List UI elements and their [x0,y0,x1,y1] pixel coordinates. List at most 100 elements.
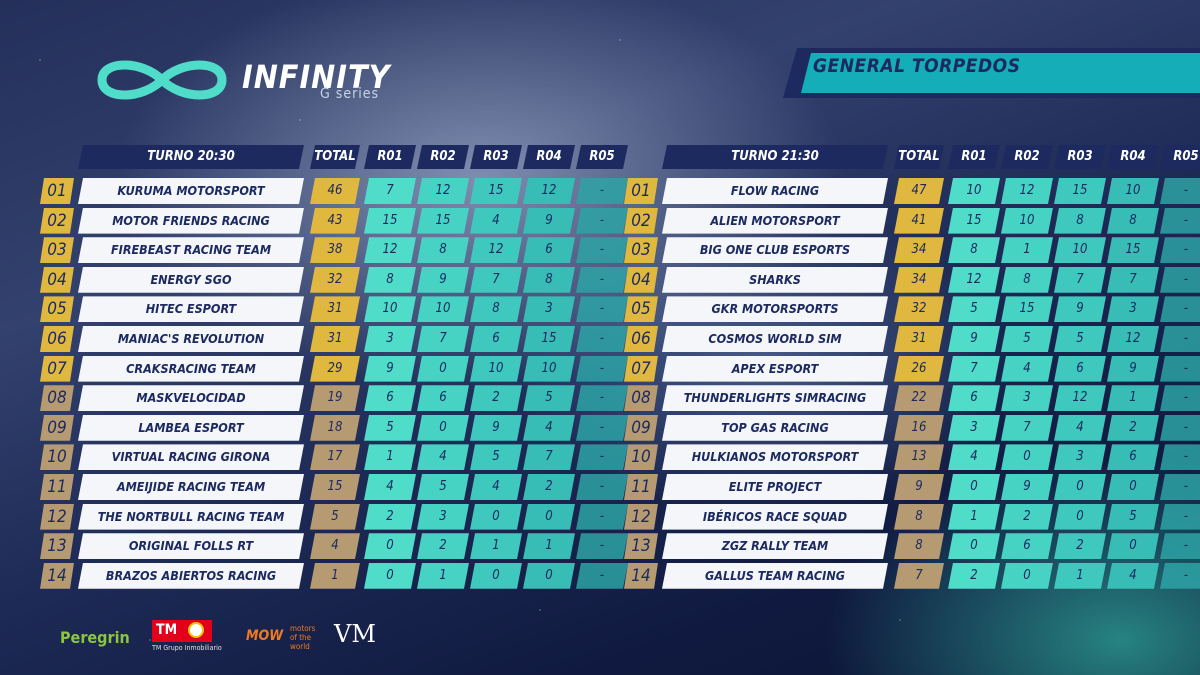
team-name: MASKVELOCIDAD [78,385,304,411]
round-points-r05: - [576,178,628,204]
round-points-r03: 4 [470,208,522,234]
round-points-r01: 4 [364,474,416,500]
round-points-r01: 9 [948,326,1000,352]
round-points-r03: 4 [470,474,522,500]
infinity-logo: INFINITY G series [92,56,392,106]
header-session: TURNO 21:30 [662,145,888,169]
round-points-r03: 5 [470,444,522,470]
position-badge: 08 [624,385,658,411]
round-points-r02: 1 [417,563,469,589]
header-total: TOTAL [894,145,944,169]
round-points-r03: 15 [470,178,522,204]
round-points-r05: - [576,504,628,530]
round-points-r02: 12 [1001,178,1053,204]
total-points: 16 [894,415,944,441]
position-badge: 12 [40,504,74,530]
team-name: MOTOR FRIENDS RACING [78,208,304,234]
round-points-r03: 15 [1054,178,1106,204]
position-badge: 08 [40,385,74,411]
header-r04: R04 [1107,145,1159,169]
round-points-r05: - [576,563,628,589]
sponsor-tm-dot-icon [188,622,204,638]
round-points-r04: 15 [1107,237,1159,263]
round-points-r02: 0 [417,356,469,382]
total-points: 9 [894,474,944,500]
round-points-r03: 3 [1054,444,1106,470]
total-points: 26 [894,356,944,382]
round-points-r05: - [1160,444,1200,470]
round-points-r02: 3 [417,504,469,530]
round-points-r01: 0 [948,474,1000,500]
position-badge: 01 [624,178,658,204]
team-name: IBÉRICOS RACE SQUAD [662,504,888,530]
header-r04: R04 [523,145,575,169]
total-points: 22 [894,385,944,411]
team-name: AMEIJIDE RACING TEAM [78,474,304,500]
round-points-r04: 0 [1107,533,1159,559]
round-points-r03: 0 [1054,504,1106,530]
team-name: SHARKS [662,267,888,293]
round-points-r04: 0 [1107,474,1159,500]
team-name: ALIEN MOTORSPORT [662,208,888,234]
round-points-r03: 9 [470,415,522,441]
position-badge: 06 [40,326,74,352]
round-points-r05: - [1160,237,1200,263]
round-points-r04: 12 [1107,326,1159,352]
round-points-r05: - [1160,208,1200,234]
position-badge: 12 [624,504,658,530]
position-badge: 11 [624,474,658,500]
team-name: MANIAC'S REVOLUTION [78,326,304,352]
round-points-r01: 5 [364,415,416,441]
round-points-r03: 10 [470,356,522,382]
total-points: 1 [310,563,360,589]
round-points-r05: - [576,267,628,293]
team-name: FLOW RACING [662,178,888,204]
round-points-r01: 3 [948,415,1000,441]
round-points-r05: - [1160,474,1200,500]
sponsor-tm-subtitle: TM Grupo Inmobiliario [152,644,222,652]
round-points-r05: - [1160,504,1200,530]
round-points-r04: 6 [1107,444,1159,470]
round-points-r02: 0 [1001,444,1053,470]
round-points-r03: 8 [1054,208,1106,234]
position-badge: 09 [624,415,658,441]
round-points-r02: 10 [1001,208,1053,234]
round-points-r02: 9 [417,267,469,293]
round-points-r01: 4 [948,444,1000,470]
round-points-r01: 6 [364,385,416,411]
header-r03: R03 [1054,145,1106,169]
round-points-r02: 7 [1001,415,1053,441]
round-points-r03: 12 [1054,385,1106,411]
round-points-r02: 6 [417,385,469,411]
round-points-r05: - [576,237,628,263]
round-points-r05: - [1160,385,1200,411]
round-points-r02: 5 [417,474,469,500]
round-points-r01: 7 [948,356,1000,382]
round-points-r01: 15 [364,208,416,234]
round-points-r02: 8 [417,237,469,263]
round-points-r02: 3 [1001,385,1053,411]
team-name: VIRTUAL RACING GIRONA [78,444,304,470]
position-badge: 04 [624,267,658,293]
banner-title: GENERAL TORPEDOS [813,55,1021,77]
round-points-r05: - [1160,356,1200,382]
round-points-r02: 9 [1001,474,1053,500]
team-name: BRAZOS ABIERTOS RACING [78,563,304,589]
round-points-r04: 12 [523,178,575,204]
round-points-r04: 1 [523,533,575,559]
position-badge: 02 [624,208,658,234]
position-badge: 03 [40,237,74,263]
sponsor-mow-subtitle: motors of the world [290,624,316,651]
team-name: THUNDERLIGHTS SIMRACING [662,385,888,411]
round-points-r01: 0 [948,533,1000,559]
round-points-r03: 0 [470,563,522,589]
position-badge: 06 [624,326,658,352]
round-points-r03: 1 [470,533,522,559]
round-points-r03: 8 [470,296,522,322]
round-points-r05: - [576,385,628,411]
round-points-r04: 3 [1107,296,1159,322]
position-badge: 09 [40,415,74,441]
round-points-r01: 2 [364,504,416,530]
round-points-r03: 7 [470,267,522,293]
sponsor-peregrin-logo: Peregrin [60,628,130,647]
